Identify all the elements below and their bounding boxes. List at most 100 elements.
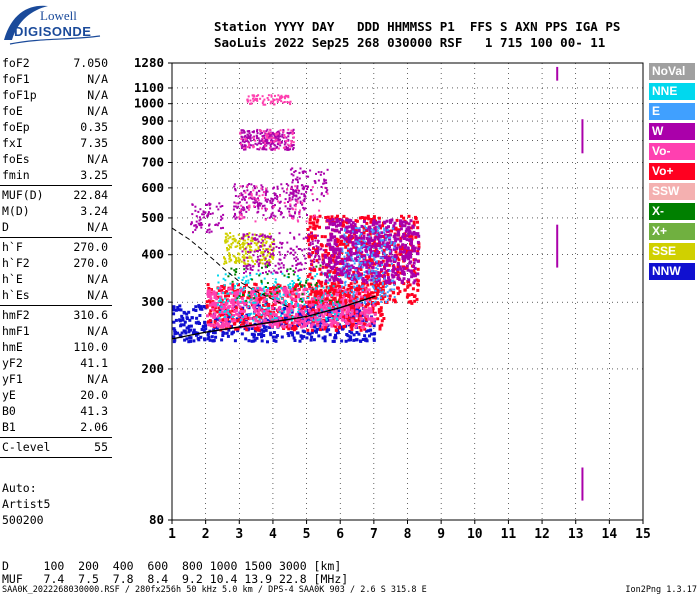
echo-point bbox=[310, 283, 313, 286]
param-value: N/A bbox=[87, 272, 108, 286]
echo-point bbox=[390, 229, 393, 233]
echo-point bbox=[276, 98, 279, 101]
echo-point bbox=[294, 304, 298, 308]
echo-point bbox=[347, 284, 351, 287]
echo-point bbox=[258, 190, 261, 193]
echo-point bbox=[292, 193, 295, 196]
echo-point bbox=[353, 304, 357, 308]
echo-point bbox=[257, 315, 261, 319]
param-value: 270.0 bbox=[73, 256, 108, 270]
echo-point bbox=[374, 248, 378, 252]
echo-point bbox=[334, 321, 338, 324]
echo-point bbox=[201, 223, 204, 226]
echo-point bbox=[235, 202, 238, 205]
echo-point bbox=[304, 207, 307, 210]
echo-point bbox=[261, 205, 264, 208]
echo-point bbox=[355, 292, 359, 296]
echo-point bbox=[280, 309, 284, 313]
echo-point bbox=[230, 267, 233, 270]
logo-swoosh-icon bbox=[4, 5, 101, 45]
echo-point bbox=[401, 224, 405, 228]
echo-point bbox=[289, 100, 292, 103]
x-tick-label: 11 bbox=[501, 527, 517, 542]
echo-point bbox=[379, 313, 383, 317]
echo-point bbox=[347, 225, 351, 229]
echo-point bbox=[237, 240, 240, 243]
echo-point bbox=[332, 297, 336, 301]
echo-point bbox=[293, 194, 296, 197]
param-divider bbox=[0, 457, 112, 458]
echo-point bbox=[269, 255, 272, 258]
echo-point bbox=[257, 304, 261, 308]
echo-point bbox=[255, 198, 258, 201]
echo-point bbox=[301, 329, 305, 333]
echo-point bbox=[294, 212, 296, 215]
echo-point bbox=[344, 289, 348, 293]
echo-point bbox=[264, 198, 267, 201]
echo-point bbox=[250, 242, 253, 245]
echo-point bbox=[387, 225, 390, 229]
echo-point bbox=[371, 285, 374, 288]
echo-point bbox=[364, 278, 368, 282]
echo-point bbox=[373, 275, 376, 278]
echo-point bbox=[215, 223, 218, 226]
echo-point bbox=[266, 135, 268, 138]
echo-point bbox=[206, 314, 209, 318]
echo-point bbox=[267, 134, 270, 137]
echo-point bbox=[350, 318, 354, 322]
echo-point bbox=[204, 211, 207, 214]
echo-point bbox=[318, 285, 321, 288]
echo-point bbox=[345, 237, 349, 241]
echo-point bbox=[309, 234, 313, 238]
echo-point bbox=[360, 276, 363, 279]
echo-point bbox=[366, 283, 370, 287]
echo-point bbox=[261, 101, 264, 104]
echo-point bbox=[314, 290, 318, 294]
echo-point bbox=[285, 191, 288, 194]
echo-point bbox=[256, 238, 259, 241]
echo-point bbox=[264, 299, 268, 303]
echo-point bbox=[248, 291, 251, 294]
echo-point bbox=[351, 304, 354, 308]
echo-point bbox=[239, 292, 242, 295]
echo-point bbox=[234, 270, 237, 273]
echo-point bbox=[387, 279, 391, 283]
echo-point bbox=[407, 254, 411, 258]
x-tick-label: 3 bbox=[235, 527, 243, 542]
echo-point bbox=[416, 250, 420, 254]
echo-point bbox=[300, 319, 304, 323]
echo-point bbox=[253, 250, 256, 253]
echo-point bbox=[330, 215, 334, 219]
echo-point bbox=[356, 249, 359, 252]
echo-point bbox=[335, 301, 338, 304]
echo-point bbox=[405, 266, 409, 270]
echo-point bbox=[257, 246, 260, 249]
echo-point bbox=[358, 287, 362, 291]
echo-point bbox=[235, 261, 238, 264]
echo-point bbox=[209, 301, 213, 305]
echo-point bbox=[414, 258, 417, 262]
echo-point bbox=[328, 313, 331, 317]
echo-point bbox=[209, 213, 212, 215]
echo-point bbox=[415, 278, 419, 282]
echo-point bbox=[401, 220, 405, 224]
echo-point bbox=[351, 243, 355, 247]
echo-point bbox=[287, 305, 291, 309]
echo-point bbox=[273, 136, 276, 139]
echo-point bbox=[279, 96, 282, 99]
echo-point bbox=[245, 246, 248, 249]
echo-point bbox=[269, 323, 273, 327]
echo-point bbox=[393, 247, 396, 251]
echo-point bbox=[306, 239, 310, 243]
echo-point bbox=[272, 132, 275, 135]
echo-point bbox=[368, 310, 372, 314]
echo-point bbox=[310, 328, 314, 332]
echo-point bbox=[249, 317, 253, 320]
echo-point bbox=[239, 319, 242, 322]
echo-point bbox=[276, 283, 280, 287]
echo-point bbox=[247, 236, 250, 238]
echo-point bbox=[261, 148, 264, 151]
echo-point bbox=[303, 198, 306, 200]
echo-point bbox=[181, 316, 185, 320]
echo-point bbox=[342, 325, 346, 329]
